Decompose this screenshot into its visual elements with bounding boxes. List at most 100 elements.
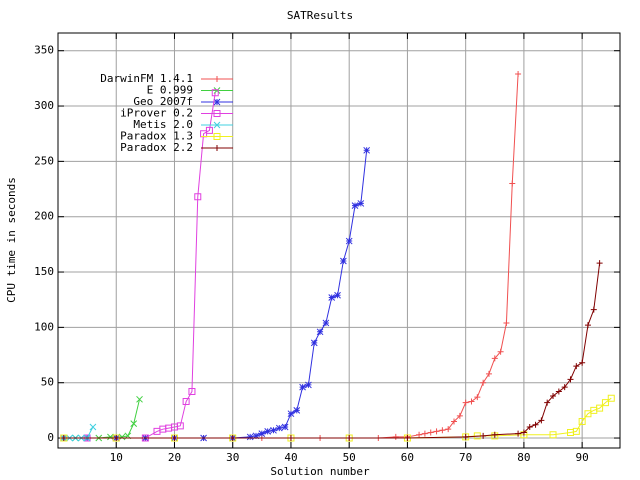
data-point — [305, 381, 312, 389]
data-point — [264, 428, 272, 435]
data-point — [60, 435, 67, 442]
data-point — [491, 355, 498, 362]
data-point — [584, 322, 591, 329]
data-point — [520, 429, 527, 436]
data-point — [345, 434, 353, 442]
data-point — [445, 426, 452, 433]
y-tick-label: 100 — [34, 320, 54, 333]
data-point — [590, 406, 598, 414]
legend-marker — [213, 98, 221, 106]
data-point — [351, 202, 359, 209]
legend-marker — [213, 133, 221, 140]
data-point — [153, 427, 161, 435]
y-tick-label: 250 — [34, 154, 54, 167]
data-point — [188, 388, 196, 396]
y-tick-label: 350 — [34, 44, 54, 57]
legend-label: Paradox 2.2 — [120, 141, 193, 154]
data-point — [113, 435, 120, 442]
data-point — [328, 294, 336, 301]
x-tick-label: 90 — [576, 451, 589, 464]
data-point — [346, 435, 353, 442]
data-point — [287, 435, 294, 442]
data-point — [491, 431, 498, 438]
data-point — [509, 180, 516, 187]
data-point — [596, 404, 604, 412]
data-point — [573, 363, 580, 370]
data-point — [549, 431, 557, 439]
data-point — [112, 434, 120, 442]
x-tick-label: 50 — [343, 451, 356, 464]
data-point — [584, 410, 592, 418]
data-point — [299, 383, 306, 391]
series-line — [63, 397, 612, 439]
legend-label: Paradox 1.3 — [120, 130, 193, 143]
x-tick-label: 20 — [168, 451, 181, 464]
data-point — [89, 423, 97, 431]
data-point — [421, 430, 428, 437]
data-point — [176, 422, 184, 430]
data-point — [392, 433, 399, 440]
legend-label: Geo 2007f — [133, 95, 193, 108]
legend-marker — [213, 121, 221, 129]
data-point — [532, 421, 539, 428]
data-point — [456, 412, 463, 419]
data-point — [182, 398, 190, 406]
y-tick-label: 0 — [47, 431, 54, 444]
data-point — [462, 433, 470, 441]
legend-marker — [213, 87, 221, 94]
x-axis-label: Solution number — [270, 465, 370, 478]
data-point — [480, 379, 487, 386]
data-point — [497, 348, 504, 355]
data-point — [416, 431, 423, 438]
data-point — [596, 260, 603, 267]
data-point — [258, 430, 266, 437]
data-point — [310, 339, 318, 347]
data-point — [550, 392, 557, 399]
data-point — [601, 399, 609, 407]
data-point — [572, 427, 580, 435]
legend-label: Metis 2.0 — [133, 118, 193, 131]
data-point — [515, 430, 522, 437]
data-point — [544, 399, 551, 406]
data-point — [322, 319, 330, 327]
data-point — [293, 407, 301, 414]
data-point — [83, 434, 91, 442]
series-line — [63, 263, 601, 439]
data-point — [579, 359, 586, 366]
data-point — [141, 434, 149, 442]
data-point — [287, 434, 295, 442]
y-tick-label: 200 — [34, 210, 54, 223]
legend-marker — [214, 145, 220, 151]
data-point — [555, 388, 562, 395]
x-tick-label: 30 — [226, 451, 239, 464]
data-point — [578, 417, 586, 425]
legend-marker — [214, 76, 220, 82]
data-point — [252, 432, 260, 440]
data-point — [281, 423, 289, 431]
data-point — [118, 433, 126, 441]
data-point — [474, 394, 481, 401]
data-point — [165, 424, 173, 432]
y-tick-label: 50 — [41, 376, 54, 389]
chart-title: SATResults — [287, 9, 353, 22]
data-point — [229, 434, 237, 442]
data-point — [194, 193, 202, 201]
data-point — [462, 399, 469, 406]
data-point — [211, 89, 219, 97]
x-tick-label: 60 — [401, 451, 414, 464]
data-point — [590, 306, 597, 313]
data-point — [404, 435, 411, 442]
data-point — [357, 200, 365, 207]
data-point — [515, 70, 522, 77]
y-tick-label: 300 — [34, 99, 54, 112]
y-axis-label: CPU time in seconds — [5, 177, 18, 303]
x-tick-label: 70 — [459, 451, 472, 464]
data-point — [246, 433, 254, 441]
y-tick-label: 150 — [34, 265, 54, 278]
data-point — [107, 433, 114, 441]
data-point — [130, 420, 138, 428]
data-point — [270, 426, 277, 434]
data-point — [363, 146, 371, 154]
data-point — [136, 395, 143, 403]
